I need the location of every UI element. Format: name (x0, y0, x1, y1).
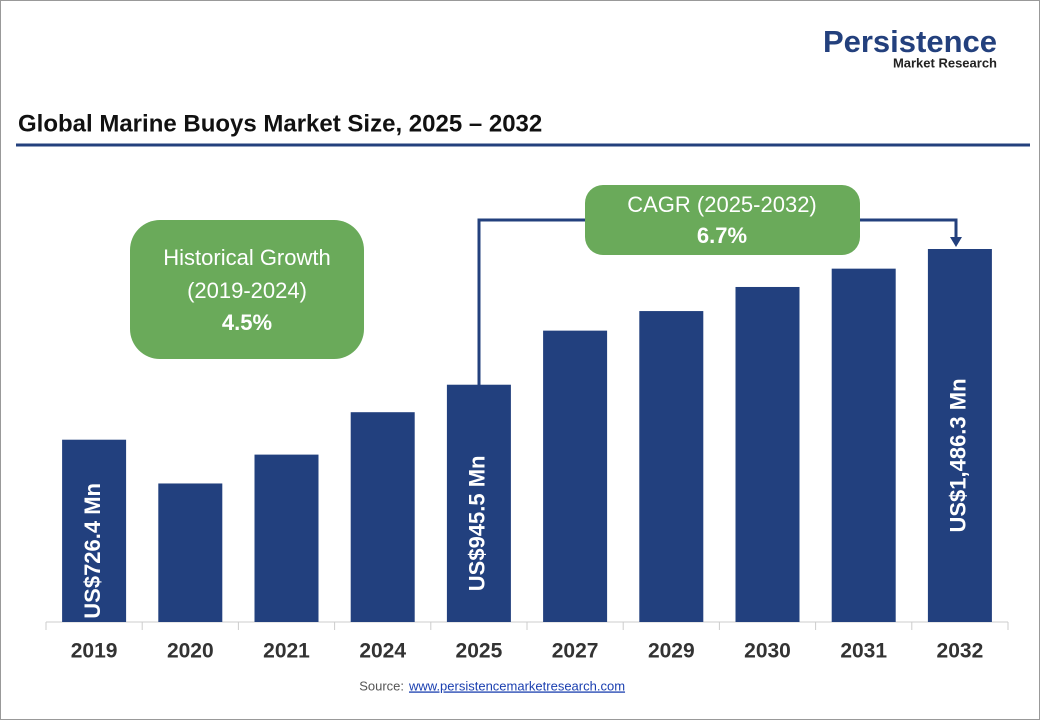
annotation-text: (2019-2024) (187, 278, 307, 303)
x-tick-label: 2030 (744, 640, 791, 663)
x-tick-label: 2024 (359, 640, 406, 663)
chart-title: Global Marine Buoys Market Size, 2025 – … (18, 110, 542, 137)
bar (446, 384, 511, 622)
arrow-head (950, 237, 962, 247)
x-tick-label: 2025 (456, 640, 503, 663)
x-tick-label: 2032 (937, 640, 984, 663)
bar (158, 483, 223, 622)
annotation-text: Historical Growth (163, 245, 330, 270)
annotation-box (130, 220, 364, 359)
annotation-box (585, 185, 860, 255)
bar (254, 454, 319, 622)
bar (639, 311, 704, 622)
annotation-text: CAGR (2025-2032) (627, 192, 817, 217)
bar (831, 268, 896, 622)
source-link[interactable]: www.persistencemarketresearch.com (408, 678, 625, 693)
bar (927, 249, 992, 622)
x-tick-label: 2020 (167, 640, 214, 663)
annotation-value: 4.5% (222, 310, 272, 335)
logo-tagline: Market Research (893, 55, 997, 70)
x-tick-label: 2019 (71, 640, 118, 663)
value-label: US$945.5 Mn (465, 455, 490, 591)
bar (543, 330, 608, 622)
x-tick-label: 2029 (648, 640, 695, 663)
value-label: US$1,486.3 Mn (946, 378, 971, 532)
bar (62, 439, 127, 622)
bar (735, 286, 800, 622)
logo-name: Persistence (823, 24, 997, 59)
x-tick-label: 2031 (840, 640, 887, 663)
value-label: US$726.4 Mn (80, 483, 105, 619)
x-tick-label: 2021 (263, 640, 310, 663)
bar (350, 412, 415, 622)
source-label: Source: (359, 678, 404, 693)
annotation-value: 6.7% (697, 223, 747, 248)
x-tick-label: 2027 (552, 640, 599, 663)
